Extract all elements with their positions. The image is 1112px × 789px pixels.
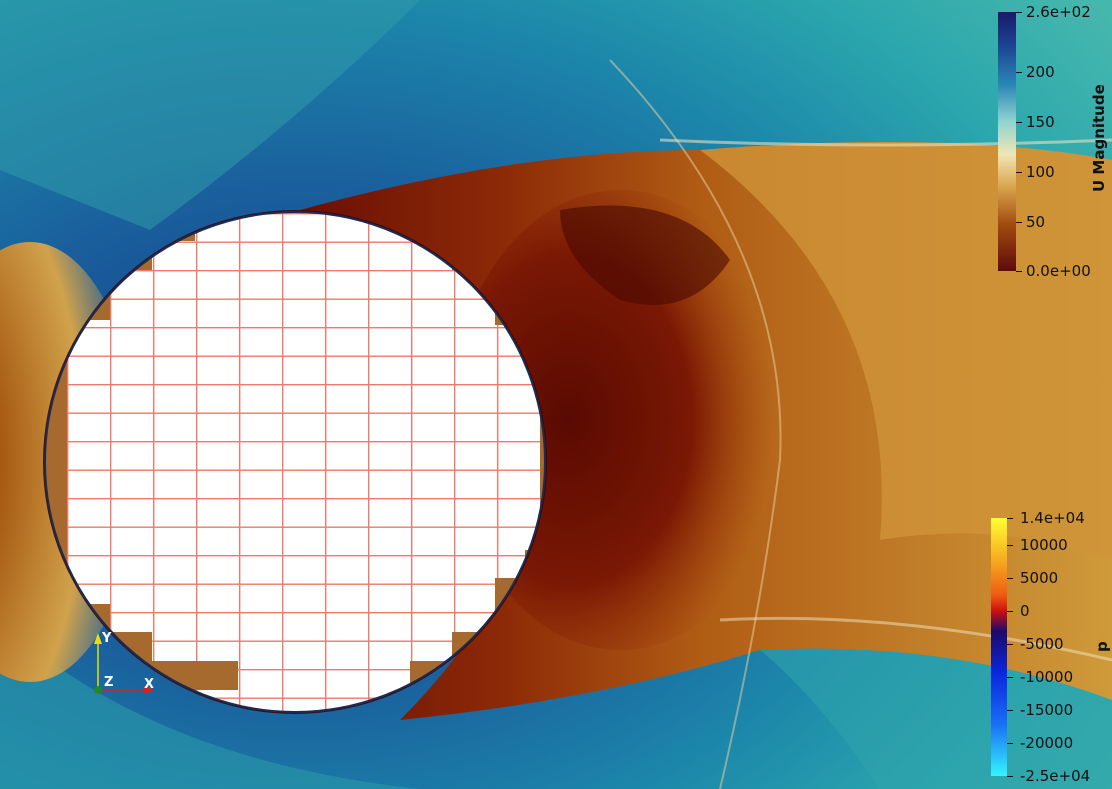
velocity-label-50: 50: [1026, 213, 1046, 231]
axis-z-label: Z: [104, 675, 114, 690]
velocity-label-200: 200: [1026, 63, 1055, 81]
mesh-cells: [45, 212, 545, 712]
velocity-label-min: 0.0e+00: [1026, 262, 1091, 280]
pressure-label-0: 0: [1020, 602, 1030, 620]
velocity-label-max: 2.6e+02: [1026, 3, 1091, 21]
pressure-label-neg15000: -15000: [1020, 701, 1074, 719]
pressure-label-neg5000: -5000: [1020, 635, 1064, 653]
axis-x-label: X: [144, 677, 155, 692]
pressure-label-neg20000: -20000: [1020, 734, 1074, 752]
pressure-label-neg10000: -10000: [1020, 668, 1074, 686]
pressure-label-5000: 5000: [1020, 569, 1059, 587]
pressure-label-10000: 10000: [1020, 536, 1068, 554]
pressure-colorbar: [991, 518, 1007, 776]
pressure-label-max: 1.4e+04: [1020, 509, 1085, 527]
velocity-label-100: 100: [1026, 163, 1055, 181]
velocity-colorbar: [998, 12, 1016, 271]
pressure-colorbar-title: p: [1093, 641, 1111, 652]
velocity-label-150: 150: [1026, 113, 1055, 131]
pressure-label-min: -2.5e+04: [1020, 767, 1091, 785]
axis-y-label: Y: [102, 631, 112, 646]
velocity-colorbar-title: U Magnitude: [1090, 84, 1108, 192]
axes-triad: [94, 633, 155, 694]
